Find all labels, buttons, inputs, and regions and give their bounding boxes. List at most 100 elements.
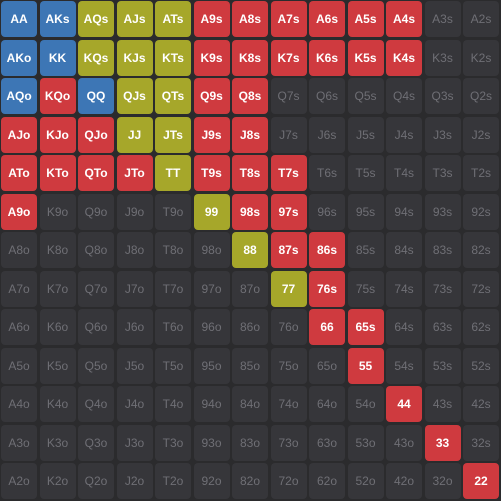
- hand-cell-q9o[interactable]: Q9o: [78, 193, 114, 230]
- hand-cell-64s[interactable]: 64s: [386, 309, 422, 345]
- hand-cell-82o[interactable]: 82o: [232, 463, 268, 499]
- hand-cell-96s[interactable]: 96s: [309, 193, 345, 230]
- hand-cell-22[interactable]: 22: [463, 463, 499, 499]
- hand-cell-52s[interactable]: 52s: [463, 347, 499, 384]
- hand-cell-a2o[interactable]: A2o: [1, 463, 37, 499]
- hand-cell-q6o[interactable]: Q6o: [78, 309, 114, 345]
- hand-cell-t3o[interactable]: T3o: [155, 424, 191, 461]
- hand-cell-j7o[interactable]: J7o: [116, 270, 153, 307]
- hand-cell-qto[interactable]: QTo: [78, 155, 114, 191]
- hand-cell-t2s[interactable]: T2s: [463, 155, 499, 191]
- hand-cell-j8o[interactable]: J8o: [116, 232, 153, 268]
- hand-cell-aqo[interactable]: AQo: [1, 78, 37, 114]
- hand-cell-t9o[interactable]: T9o: [155, 193, 191, 230]
- hand-cell-63s[interactable]: 63s: [424, 309, 461, 345]
- hand-cell-qq[interactable]: QQ: [78, 78, 114, 114]
- hand-cell-j3s[interactable]: J3s: [424, 116, 461, 153]
- hand-cell-kjo[interactable]: KJo: [39, 116, 76, 153]
- hand-cell-kto[interactable]: KTo: [39, 155, 76, 191]
- hand-cell-q4o[interactable]: Q4o: [78, 386, 114, 422]
- hand-cell-j4s[interactable]: J4s: [386, 116, 422, 153]
- hand-cell-j9s[interactable]: J9s: [193, 116, 230, 153]
- hand-cell-88[interactable]: 88: [232, 232, 268, 268]
- hand-cell-94o[interactable]: 94o: [193, 386, 230, 422]
- hand-cell-t9s[interactable]: T9s: [193, 155, 230, 191]
- hand-cell-a9s[interactable]: A9s: [193, 1, 230, 37]
- hand-cell-85o[interactable]: 85o: [232, 347, 268, 384]
- hand-cell-a5s[interactable]: A5s: [347, 1, 384, 37]
- hand-cell-qjo[interactable]: QJo: [78, 116, 114, 153]
- hand-cell-t4s[interactable]: T4s: [386, 155, 422, 191]
- hand-cell-k9o[interactable]: K9o: [39, 193, 76, 230]
- hand-cell-ato[interactable]: ATo: [1, 155, 37, 191]
- hand-cell-87s[interactable]: 87s: [270, 232, 307, 268]
- hand-cell-kqs[interactable]: KQs: [78, 39, 114, 76]
- hand-cell-97o[interactable]: 97o: [193, 270, 230, 307]
- hand-cell-65o[interactable]: 65o: [309, 347, 345, 384]
- hand-cell-a4o[interactable]: A4o: [1, 386, 37, 422]
- hand-cell-jts[interactable]: JTs: [155, 116, 191, 153]
- hand-cell-kjs[interactable]: KJs: [116, 39, 153, 76]
- hand-cell-73s[interactable]: 73s: [424, 270, 461, 307]
- hand-cell-32s[interactable]: 32s: [463, 424, 499, 461]
- hand-cell-k5s[interactable]: K5s: [347, 39, 384, 76]
- hand-cell-t7o[interactable]: T7o: [155, 270, 191, 307]
- hand-cell-j6s[interactable]: J6s: [309, 116, 345, 153]
- hand-cell-q3o[interactable]: Q3o: [78, 424, 114, 461]
- hand-cell-ajo[interactable]: AJo: [1, 116, 37, 153]
- hand-cell-a9o[interactable]: A9o: [1, 193, 37, 230]
- hand-cell-43s[interactable]: 43s: [424, 386, 461, 422]
- hand-cell-ats[interactable]: ATs: [155, 1, 191, 37]
- hand-cell-98s[interactable]: 98s: [232, 193, 268, 230]
- hand-cell-qts[interactable]: QTs: [155, 78, 191, 114]
- hand-cell-54s[interactable]: 54s: [386, 347, 422, 384]
- hand-cell-k3o[interactable]: K3o: [39, 424, 76, 461]
- hand-cell-j5s[interactable]: J5s: [347, 116, 384, 153]
- hand-cell-94s[interactable]: 94s: [386, 193, 422, 230]
- hand-cell-aqs[interactable]: AQs: [78, 1, 114, 37]
- hand-cell-j2s[interactable]: J2s: [463, 116, 499, 153]
- hand-cell-53o[interactable]: 53o: [347, 424, 384, 461]
- hand-cell-j4o[interactable]: J4o: [116, 386, 153, 422]
- hand-cell-95o[interactable]: 95o: [193, 347, 230, 384]
- hand-cell-76o[interactable]: 76o: [270, 309, 307, 345]
- hand-cell-74o[interactable]: 74o: [270, 386, 307, 422]
- hand-cell-q2o[interactable]: Q2o: [78, 463, 114, 499]
- hand-cell-t7s[interactable]: T7s: [270, 155, 307, 191]
- hand-cell-a6o[interactable]: A6o: [1, 309, 37, 345]
- hand-cell-82s[interactable]: 82s: [463, 232, 499, 268]
- hand-cell-k4o[interactable]: K4o: [39, 386, 76, 422]
- hand-cell-72o[interactable]: 72o: [270, 463, 307, 499]
- hand-cell-k6o[interactable]: K6o: [39, 309, 76, 345]
- hand-cell-k7s[interactable]: K7s: [270, 39, 307, 76]
- hand-cell-95s[interactable]: 95s: [347, 193, 384, 230]
- hand-cell-k3s[interactable]: K3s: [424, 39, 461, 76]
- hand-cell-ajs[interactable]: AJs: [116, 1, 153, 37]
- hand-cell-42s[interactable]: 42s: [463, 386, 499, 422]
- hand-cell-k4s[interactable]: K4s: [386, 39, 422, 76]
- hand-cell-86s[interactable]: 86s: [309, 232, 345, 268]
- hand-cell-t8o[interactable]: T8o: [155, 232, 191, 268]
- hand-cell-a6s[interactable]: A6s: [309, 1, 345, 37]
- hand-cell-a3o[interactable]: A3o: [1, 424, 37, 461]
- hand-cell-98o[interactable]: 98o: [193, 232, 230, 268]
- hand-cell-j9o[interactable]: J9o: [116, 193, 153, 230]
- hand-cell-t5o[interactable]: T5o: [155, 347, 191, 384]
- hand-cell-q8s[interactable]: Q8s: [232, 78, 268, 114]
- hand-cell-t8s[interactable]: T8s: [232, 155, 268, 191]
- hand-cell-44[interactable]: 44: [386, 386, 422, 422]
- hand-cell-84s[interactable]: 84s: [386, 232, 422, 268]
- hand-cell-aks[interactable]: AKs: [39, 1, 76, 37]
- hand-cell-kqo[interactable]: KQo: [39, 78, 76, 114]
- hand-cell-kk[interactable]: KK: [39, 39, 76, 76]
- hand-cell-k7o[interactable]: K7o: [39, 270, 76, 307]
- hand-cell-j6o[interactable]: J6o: [116, 309, 153, 345]
- hand-cell-43o[interactable]: 43o: [386, 424, 422, 461]
- hand-cell-a5o[interactable]: A5o: [1, 347, 37, 384]
- hand-cell-k2s[interactable]: K2s: [463, 39, 499, 76]
- hand-cell-74s[interactable]: 74s: [386, 270, 422, 307]
- hand-cell-72s[interactable]: 72s: [463, 270, 499, 307]
- hand-cell-86o[interactable]: 86o: [232, 309, 268, 345]
- hand-cell-q7o[interactable]: Q7o: [78, 270, 114, 307]
- hand-cell-q5s[interactable]: Q5s: [347, 78, 384, 114]
